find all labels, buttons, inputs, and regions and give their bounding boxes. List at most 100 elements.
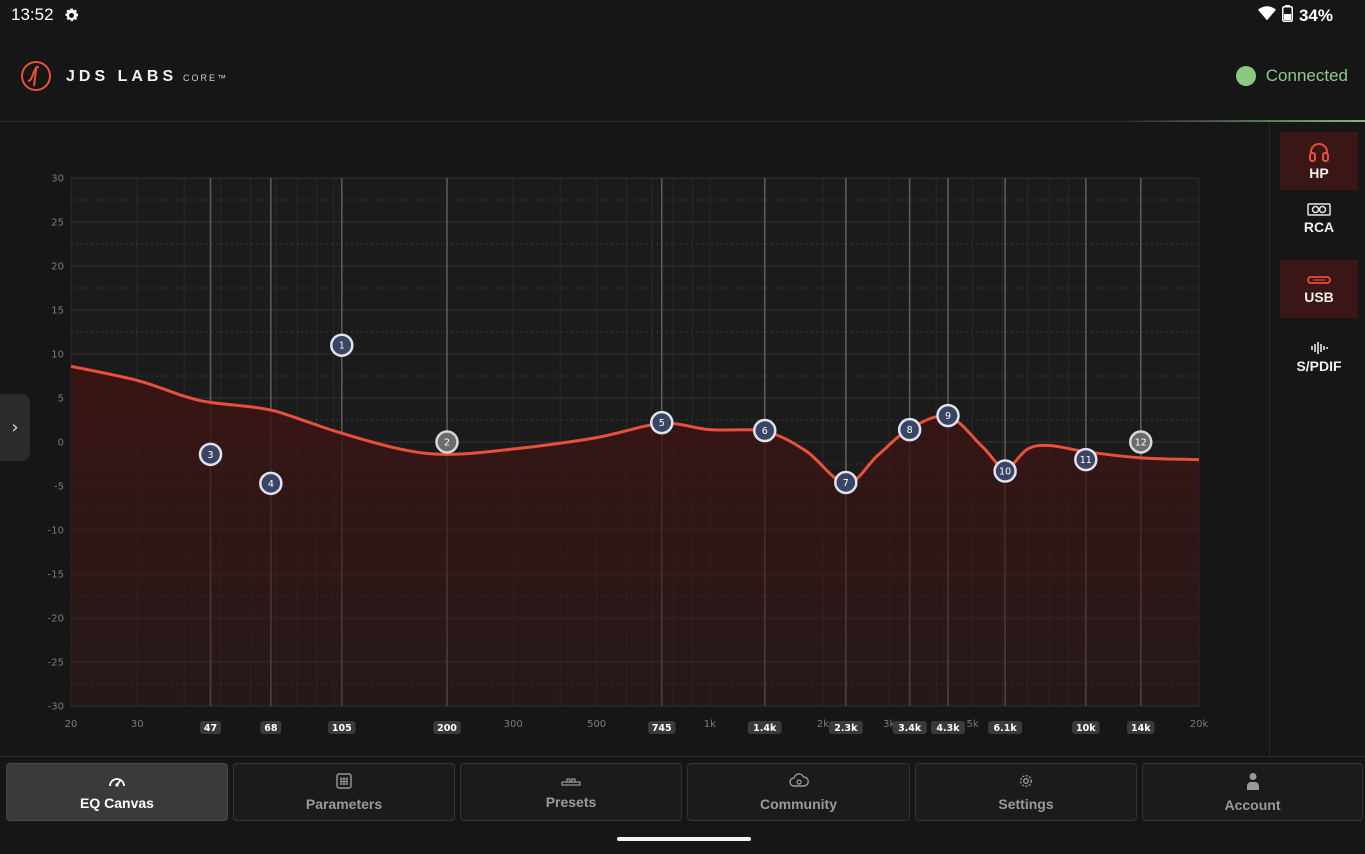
band-frequency-badge bbox=[328, 721, 356, 734]
band-frequency-badge bbox=[433, 721, 461, 734]
tab-parameters[interactable]: Parameters bbox=[233, 763, 455, 821]
y-tick-label: 25 bbox=[51, 218, 64, 229]
band-frequency-label: 68 bbox=[264, 723, 278, 734]
cloud-icon bbox=[788, 772, 809, 792]
output-spdif-button[interactable]: S/PDIF bbox=[1280, 328, 1358, 386]
band-frequency-label: 4.3k bbox=[936, 723, 960, 734]
sliders-icon bbox=[561, 774, 581, 790]
bottom-nav: EQ Canvas Parameters Presets Community S… bbox=[0, 763, 1365, 821]
band-handle-label: 5 bbox=[659, 418, 665, 429]
band-frequency-badge bbox=[1072, 721, 1100, 734]
band-handle-5[interactable] bbox=[649, 410, 674, 435]
band-handle-11[interactable] bbox=[1074, 447, 1098, 472]
product-name: CORE™ bbox=[183, 73, 229, 83]
band-frequency-label: 10k bbox=[1076, 723, 1096, 734]
tab-settings[interactable]: Settings bbox=[915, 763, 1137, 821]
band-frequency-label: 2.3k bbox=[834, 723, 858, 734]
header-divider bbox=[0, 121, 1365, 122]
output-rca-button[interactable]: RCA bbox=[1280, 190, 1358, 248]
band-frequency-label: 14k bbox=[1131, 723, 1151, 734]
band-frequency-label: 105 bbox=[332, 723, 352, 734]
band-handle-12[interactable] bbox=[1129, 430, 1153, 454]
band-handle-label: 1 bbox=[339, 341, 345, 352]
gear-icon bbox=[63, 7, 80, 28]
band-frequency-label: 47 bbox=[204, 723, 217, 734]
jds-logo-icon bbox=[20, 60, 52, 96]
band-handle-label: 12 bbox=[1135, 438, 1147, 449]
tab-settings-label: Settings bbox=[998, 795, 1054, 812]
band-frequency-badge bbox=[747, 721, 782, 734]
band-handle-6[interactable] bbox=[753, 418, 777, 443]
x-tick-label: 300 bbox=[504, 719, 523, 730]
band-frequency-badge bbox=[828, 721, 863, 734]
user-icon bbox=[1246, 772, 1260, 793]
wifi-icon bbox=[1257, 6, 1276, 26]
header-accent-line bbox=[1120, 120, 1365, 122]
band-handle-10[interactable] bbox=[993, 459, 1017, 483]
app-header: JDS LABS CORE™ Connected bbox=[0, 44, 1365, 108]
grid-icon bbox=[336, 772, 352, 792]
x-tick-label: 2k bbox=[817, 719, 829, 730]
y-tick-label: -10 bbox=[48, 526, 64, 537]
band-handle-label: 8 bbox=[907, 425, 913, 436]
x-tick-label: 30 bbox=[131, 719, 144, 730]
tab-parameters-label: Parameters bbox=[305, 795, 383, 812]
headphones-icon bbox=[1308, 142, 1330, 162]
y-tick-label: -30 bbox=[48, 702, 64, 713]
band-handle-label: 3 bbox=[207, 450, 213, 461]
band-frequency-badge bbox=[1127, 721, 1155, 734]
band-frequency-label: 1.4k bbox=[753, 723, 777, 734]
gauge-icon bbox=[108, 774, 126, 791]
x-tick-label: 20 bbox=[65, 719, 78, 730]
y-tick-label: 20 bbox=[51, 262, 64, 273]
connection-status: Connected bbox=[1235, 66, 1348, 86]
band-handle-label: 9 bbox=[945, 411, 951, 422]
y-tick-label: -20 bbox=[48, 614, 64, 625]
band-handle-7[interactable] bbox=[834, 470, 858, 495]
battery-icon bbox=[1281, 5, 1293, 27]
band-handle-8[interactable] bbox=[897, 417, 922, 442]
x-tick-label: 3k bbox=[883, 719, 895, 730]
tab-eq-canvas-label: EQ Canvas bbox=[80, 794, 154, 811]
tab-presets-label: Presets bbox=[545, 794, 597, 810]
output-usb-button[interactable]: USB bbox=[1280, 260, 1358, 318]
output-usb-label: USB bbox=[1304, 288, 1334, 305]
x-tick-label: 500 bbox=[587, 719, 606, 730]
status-time: 13:52 bbox=[11, 5, 54, 24]
output-hp-button[interactable]: HP bbox=[1280, 132, 1358, 190]
spdif-icon bbox=[1310, 341, 1328, 355]
band-handle-label: 4 bbox=[268, 479, 274, 490]
home-indicator[interactable] bbox=[617, 837, 751, 841]
band-handle-3[interactable] bbox=[198, 442, 223, 467]
band-handle-4[interactable] bbox=[259, 471, 283, 496]
tab-account-label: Account bbox=[1224, 796, 1281, 813]
band-handle-2[interactable] bbox=[435, 430, 459, 454]
x-tick-label: 5k bbox=[967, 719, 979, 730]
band-handle-label: 6 bbox=[762, 426, 768, 437]
nav-divider bbox=[0, 756, 1365, 757]
y-tick-label: 5 bbox=[58, 394, 64, 405]
y-tick-label: 15 bbox=[51, 306, 64, 317]
connection-dot-icon bbox=[1235, 66, 1256, 86]
band-frequency-badge bbox=[892, 721, 927, 734]
tab-eq-canvas[interactable]: EQ Canvas bbox=[6, 763, 228, 821]
band-handle-1[interactable] bbox=[330, 333, 354, 357]
brand-name: JDS LABS bbox=[66, 68, 178, 85]
tab-community[interactable]: Community bbox=[687, 763, 910, 821]
band-handle-9[interactable] bbox=[936, 403, 960, 428]
x-tick-label: 20k bbox=[1190, 719, 1209, 730]
gear-icon bbox=[1018, 773, 1034, 792]
response-line bbox=[70, 364, 1200, 485]
band-handle-label: 2 bbox=[444, 438, 450, 449]
tab-account[interactable]: Account bbox=[1142, 763, 1363, 821]
output-hp-label: HP bbox=[1309, 164, 1329, 181]
x-tick-label: 1k bbox=[704, 719, 716, 730]
band-frequency-label: 6.1k bbox=[994, 723, 1018, 734]
tab-presets[interactable]: Presets bbox=[460, 763, 682, 821]
rca-icon bbox=[1307, 203, 1331, 216]
band-frequency-label: 745 bbox=[652, 723, 672, 734]
sidebar-toggle-button[interactable]: › bbox=[0, 394, 30, 461]
y-tick-label: -5 bbox=[54, 482, 64, 493]
chevron-right-icon: › bbox=[11, 417, 19, 438]
